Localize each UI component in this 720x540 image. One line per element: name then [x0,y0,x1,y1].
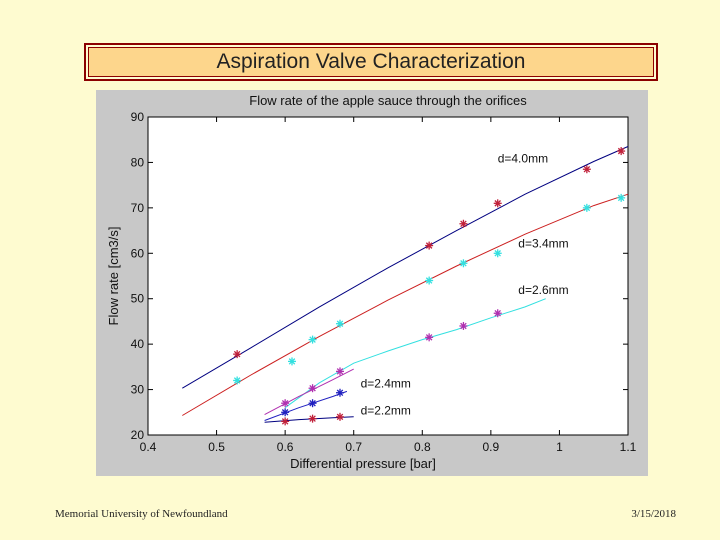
series-annotation: d=2.2mm [361,404,411,418]
footer-date: 3/15/2018 [631,508,676,520]
data-point-marker [582,203,591,212]
x-tick-label: 0.5 [208,440,225,454]
chart-svg: Flow rate of the apple sauce through the… [106,93,637,471]
data-point-marker [288,357,296,366]
data-point-marker [336,412,344,421]
plot-area [147,116,629,436]
data-point-marker [308,399,317,408]
y-tick-label: 50 [131,292,145,306]
y-tick-label: 40 [131,337,145,351]
series-annotation: d=4.0mm [498,151,548,165]
x-tick-label: 1.1 [620,440,637,454]
y-tick-label: 60 [131,246,145,260]
x-tick-label: 0.6 [277,440,294,454]
data-point-marker [459,259,468,268]
data-point-marker [617,147,626,156]
chart-figure: Flow rate of the apple sauce through the… [96,90,648,476]
data-point-marker [493,199,502,208]
series-annotation: d=3.4mm [518,236,568,250]
data-point-marker [336,388,344,397]
x-axis-label: Differential pressure [bar] [290,456,436,471]
y-tick-label: 70 [131,201,145,215]
y-tick-label: 30 [131,383,145,397]
series-fit-line [182,146,629,389]
data-point-marker [281,408,290,417]
x-tick-label: 0.9 [483,440,500,454]
series-annotation: d=2.4mm [361,376,411,390]
data-point-marker [425,241,434,250]
data-point-marker [336,319,344,328]
y-axis-label: Flow rate [cm3/s] [106,227,121,326]
series-fit-line [284,298,546,409]
chart-title: Flow rate of the apple sauce through the… [249,93,527,108]
data-point-marker [459,321,468,330]
x-tick-label: 0.8 [414,440,431,454]
data-point-marker [493,249,502,258]
data-point-marker [459,219,468,228]
y-tick-label: 20 [131,428,145,442]
x-tick-label: 0.4 [140,440,157,454]
footer-institution: Memorial University of Newfoundland [55,508,228,520]
data-point-marker [281,399,290,408]
data-point-marker [233,350,242,359]
y-tick-label: 80 [131,155,145,169]
data-point-marker [233,376,242,385]
x-tick-label: 0.7 [345,440,362,454]
data-point-marker [425,276,434,285]
slide-title: Aspiration Valve Characterization [84,43,658,81]
series-fit-line [182,193,629,416]
data-point-marker [336,367,344,376]
series-annotation: d=2.6mm [518,283,568,297]
x-tick-label: 1 [556,440,563,454]
data-point-marker [425,333,434,342]
data-point-marker [308,384,317,393]
data-point-marker [582,165,591,174]
y-tick-label: 90 [131,110,145,124]
data-point-marker [308,335,317,344]
data-point-marker [617,193,626,202]
data-point-marker [308,414,317,423]
data-point-marker [493,309,502,318]
data-point-marker [281,417,290,426]
